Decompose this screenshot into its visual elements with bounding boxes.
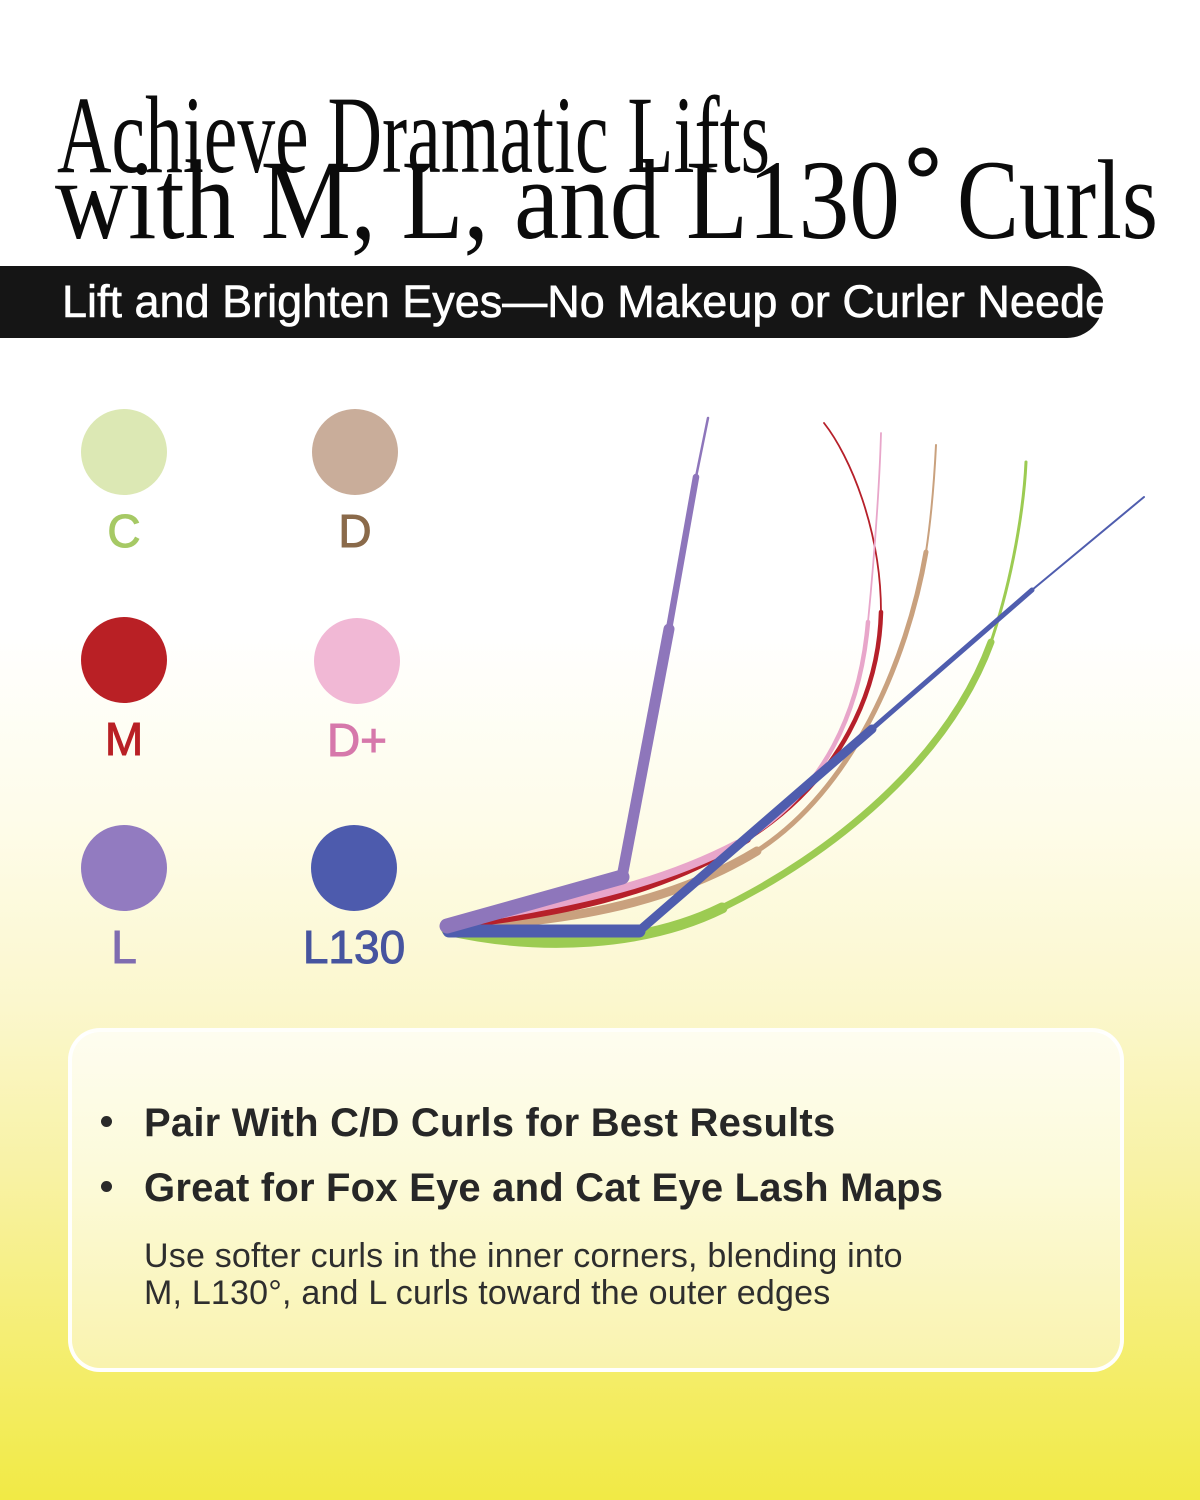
legend-label-L: L bbox=[111, 921, 137, 973]
legend-label-L130: L130 bbox=[303, 921, 405, 973]
note-text: Use softer curls in the inner corners, b… bbox=[144, 1238, 903, 1312]
curl-curves bbox=[439, 416, 1145, 948]
legend-label-D: D bbox=[338, 505, 371, 557]
curl-curve-L130 bbox=[1031, 496, 1145, 591]
title-line-1: Achieve Dramatic Lifts bbox=[57, 74, 770, 196]
curl-curve-L130 bbox=[634, 724, 877, 936]
curl-curve-D bbox=[754, 549, 929, 854]
curl-curve-L bbox=[665, 473, 700, 633]
curl-curve-L130 bbox=[869, 587, 1035, 732]
curl-curve-D bbox=[925, 444, 937, 553]
legend-label-M: M bbox=[105, 713, 143, 765]
curl-curve-Dplus bbox=[867, 432, 882, 623]
bullet-dot bbox=[101, 1181, 112, 1192]
curl-curve-L bbox=[694, 416, 710, 479]
note-line-1: Use softer curls in the inner corners, b… bbox=[144, 1237, 903, 1275]
legend-circle-D bbox=[312, 409, 398, 495]
legend-circle-L bbox=[81, 825, 167, 911]
curl-legend: C D M D+ L L130 bbox=[81, 409, 406, 974]
title: Achieve Dramatic Lifts with M, L, and L1… bbox=[55, 74, 1158, 263]
curl-curve-C bbox=[718, 638, 995, 912]
banner: Lift and Brighten Eyes—No Makeup or Curl… bbox=[0, 266, 1135, 338]
legend-circle-M bbox=[81, 617, 167, 703]
legend-circle-Dplus bbox=[314, 618, 400, 704]
curl-curve-C bbox=[989, 460, 1028, 644]
legend-label-C: C bbox=[107, 505, 140, 557]
curl-curve-L bbox=[439, 869, 630, 934]
banner-text: Lift and Brighten Eyes—No Makeup or Curl… bbox=[62, 276, 1136, 328]
legend-circle-C bbox=[81, 409, 167, 495]
info-box bbox=[68, 1028, 1124, 1372]
curl-curve-M bbox=[823, 422, 882, 613]
legend-label-Dplus: D+ bbox=[327, 714, 387, 766]
bullet-item-fox-cat-eye: Great for Fox Eye and Cat Eye Lash Maps bbox=[144, 1166, 944, 1210]
degree-symbol-icon bbox=[908, 147, 938, 177]
title-line-2-suffix: Curls bbox=[957, 138, 1158, 263]
bullet-dot bbox=[101, 1116, 112, 1127]
bullet-item-pair-with-cd: Pair With C/D Curls for Best Results bbox=[144, 1101, 836, 1145]
curl-curve-L bbox=[616, 623, 675, 883]
note-line-2: M, L130°, and L curls toward the outer e… bbox=[144, 1274, 831, 1312]
legend-circle-L130 bbox=[311, 825, 397, 911]
curl-diagram: C D M D+ L L130 bbox=[81, 409, 1145, 974]
title-line-2: with M, L, and L130 bbox=[55, 138, 900, 263]
